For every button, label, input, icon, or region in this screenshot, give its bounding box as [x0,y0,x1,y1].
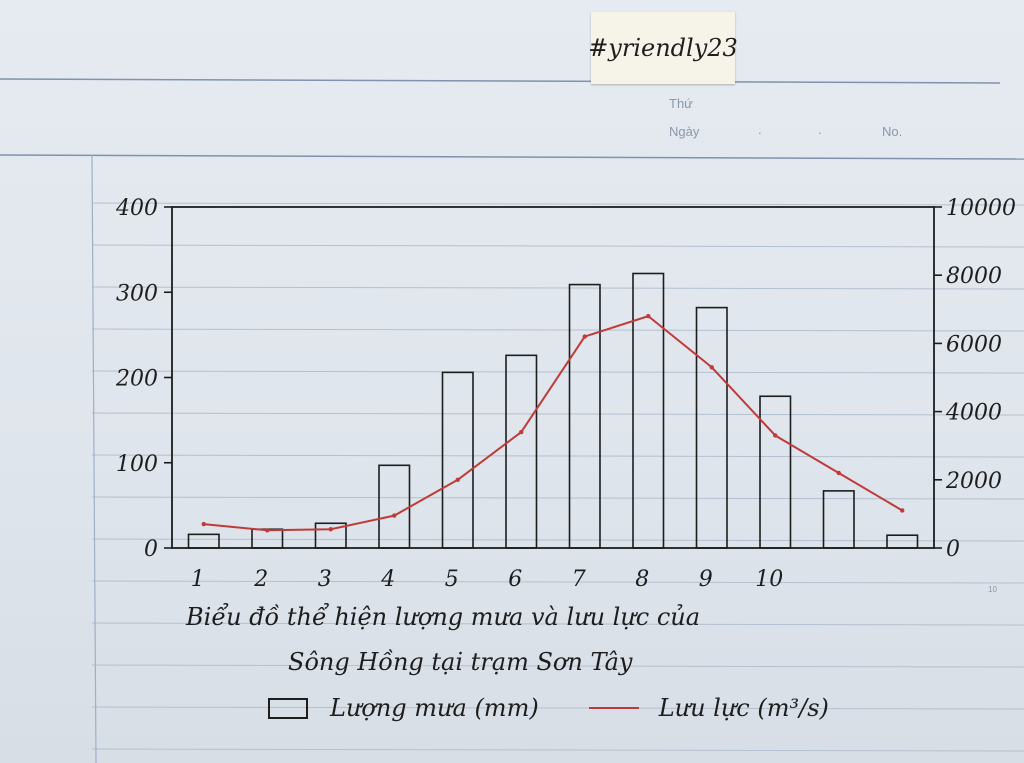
margin-mark: 10 [988,585,997,594]
x-tick-label: 1 [191,567,205,592]
y-left-tick-label: 0 [144,537,158,562]
y-right-ticks: 0 2000 4000 6000 8000 10000 [934,196,1016,562]
y-right-tick-label: 6000 [946,332,1002,357]
ruled-line [91,748,1024,752]
y-left-tick-label: 300 [116,281,158,306]
y-left-tick-label: 200 [115,367,158,392]
ruled-line [91,496,1024,500]
y-right-tick-label: 10000 [946,196,1016,221]
line-series [201,313,905,533]
page-top-rule [0,154,1024,160]
ruled-line [91,706,1024,710]
bar-month-8 [632,272,665,549]
line-point-month-3 [328,527,333,532]
y-left-tick-label: 400 [115,196,158,221]
plot-frame [171,206,935,549]
ruled-line [91,328,1024,332]
bar-month-3 [314,522,347,549]
header-thu: Thứ [669,96,693,111]
x-tick-label: 9 [699,567,713,592]
header-ngay: Ngày [669,124,700,139]
ruled-line [91,580,1024,584]
chart-title-line2: Sông Hồng tại trạm Sơn Tây [288,648,633,676]
y-left-tick-label: 100 [116,452,158,477]
bar-month-11 [822,490,855,549]
x-tick-label: 8 [635,567,649,592]
ruled-line [91,370,1024,374]
chart-title-line1: Biểu đồ thể hiện lượng mưa và lưu lực củ… [186,603,701,631]
line-point-month-9 [709,365,714,370]
legend-bar-label: Lượng mưa (mm) [330,694,539,722]
x-tick-label: 4 [380,567,395,592]
bar-month-1 [187,533,220,549]
bar-month-12 [886,534,919,549]
bar-month-7 [568,283,601,549]
legend-bar-swatch [268,697,308,719]
legend-line-swatch [588,707,639,709]
x-ticks: 1 2 3 4 5 6 7 8 9 10 [191,567,784,592]
line-point-month-4 [392,513,397,518]
line-path [203,315,903,532]
ruled-line [91,412,1024,416]
ruled-line [91,244,1024,248]
line-point-month-8 [646,313,651,319]
x-tick-label: 7 [572,567,586,592]
line-point-month-2 [265,528,270,533]
bar-month-9 [695,306,728,549]
plot-frame-group [171,206,935,549]
legend-line-label: Lưu lực (m³/s) [658,694,829,722]
y-right-tick-label: 2000 [945,469,1002,494]
page-header-rule [0,78,1001,84]
line-point-month-5 [455,477,460,482]
margin-line [91,154,97,763]
line-point-month-1 [201,521,206,527]
y-right-tick-label: 0 [946,537,960,562]
bar-month-10 [759,395,792,549]
ruled-line [91,202,1024,206]
ruled-line [91,622,1024,626]
ruled-line [91,454,1024,458]
sticker-label: #yriendly23 [588,12,738,84]
ruled-line [91,538,1024,542]
line-point-month-6 [519,429,524,435]
bar-month-5 [441,371,474,549]
line-point-month-7 [582,334,587,339]
line-point-month-12 [900,508,905,513]
x-tick-label: 6 [508,567,522,592]
bar-month-6 [505,354,538,549]
bar-series [187,272,919,549]
x-tick-label: 3 [318,567,332,592]
y-right-tick-label: 4000 [945,401,1002,426]
x-tick-label: 2 [253,567,268,592]
x-tick-label: 10 [755,567,783,592]
header-no: No. [882,124,903,139]
line-point-month-10 [773,433,778,438]
legend: Lượng mưa (mm) Lưu lực (m³/s) [268,688,829,728]
ruled-line [91,286,1024,290]
x-tick-label: 5 [445,567,459,592]
y-left-ticks: 0 100 200 300 400 [115,196,172,562]
bar-month-4 [378,464,411,549]
ruled-line [91,664,1024,668]
header-dot-2: . [818,122,822,137]
y-right-tick-label: 8000 [946,264,1002,289]
header-dot-1: . [758,122,762,137]
line-point-month-11 [836,470,841,476]
